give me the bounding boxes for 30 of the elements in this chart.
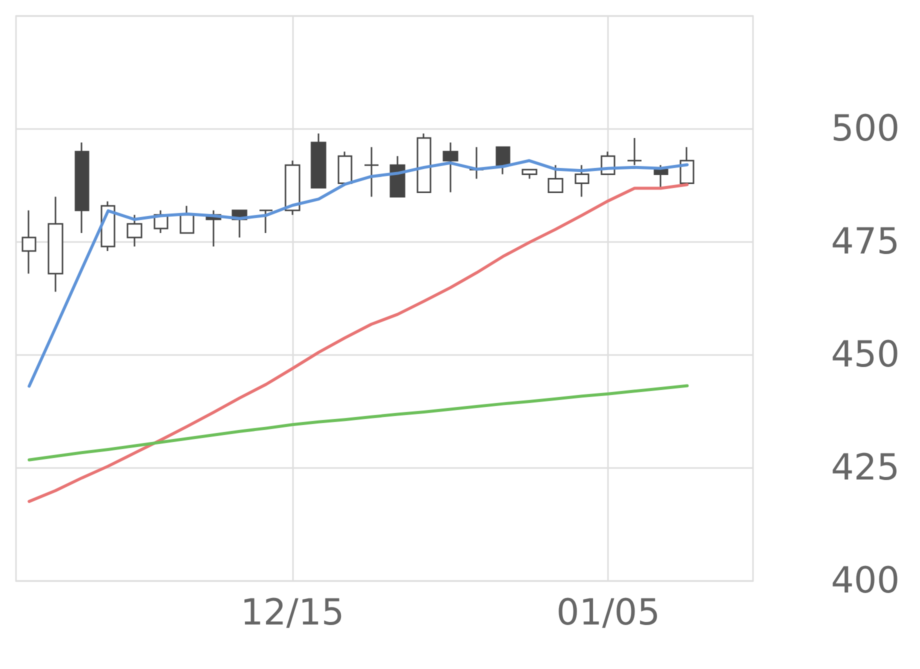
candlestick [522, 168, 538, 180]
candlestick [416, 132, 432, 194]
y-tick-label: 400 [831, 560, 900, 602]
y-tick-label: 450 [831, 334, 900, 376]
candlestick [126, 214, 142, 248]
y-tick-label: 475 [831, 222, 900, 262]
candlestick [680, 146, 694, 184]
y-tick-label: 425 [831, 448, 900, 488]
x-tick-label: 12/15 [240, 592, 344, 634]
line-series [28, 384, 689, 462]
x-tick-label: 01/05 [556, 592, 660, 634]
candlestick [496, 146, 510, 175]
candlestick [574, 164, 590, 198]
y-tick-label: 500 [831, 108, 900, 150]
candlestick [48, 196, 64, 292]
candlestick [338, 150, 352, 184]
candlestick [74, 142, 90, 234]
line-series [28, 159, 689, 388]
candlestick [180, 205, 194, 234]
candlestick [654, 164, 668, 189]
candlestick [548, 164, 564, 194]
candlestick [284, 160, 300, 216]
candlestick [390, 155, 406, 198]
candlestick [442, 142, 458, 194]
candlestick [364, 146, 380, 198]
candlestick [626, 137, 642, 166]
candlestick [258, 210, 274, 234]
line-series [28, 183, 689, 503]
candlestick [22, 210, 36, 274]
candlestick [310, 132, 326, 189]
